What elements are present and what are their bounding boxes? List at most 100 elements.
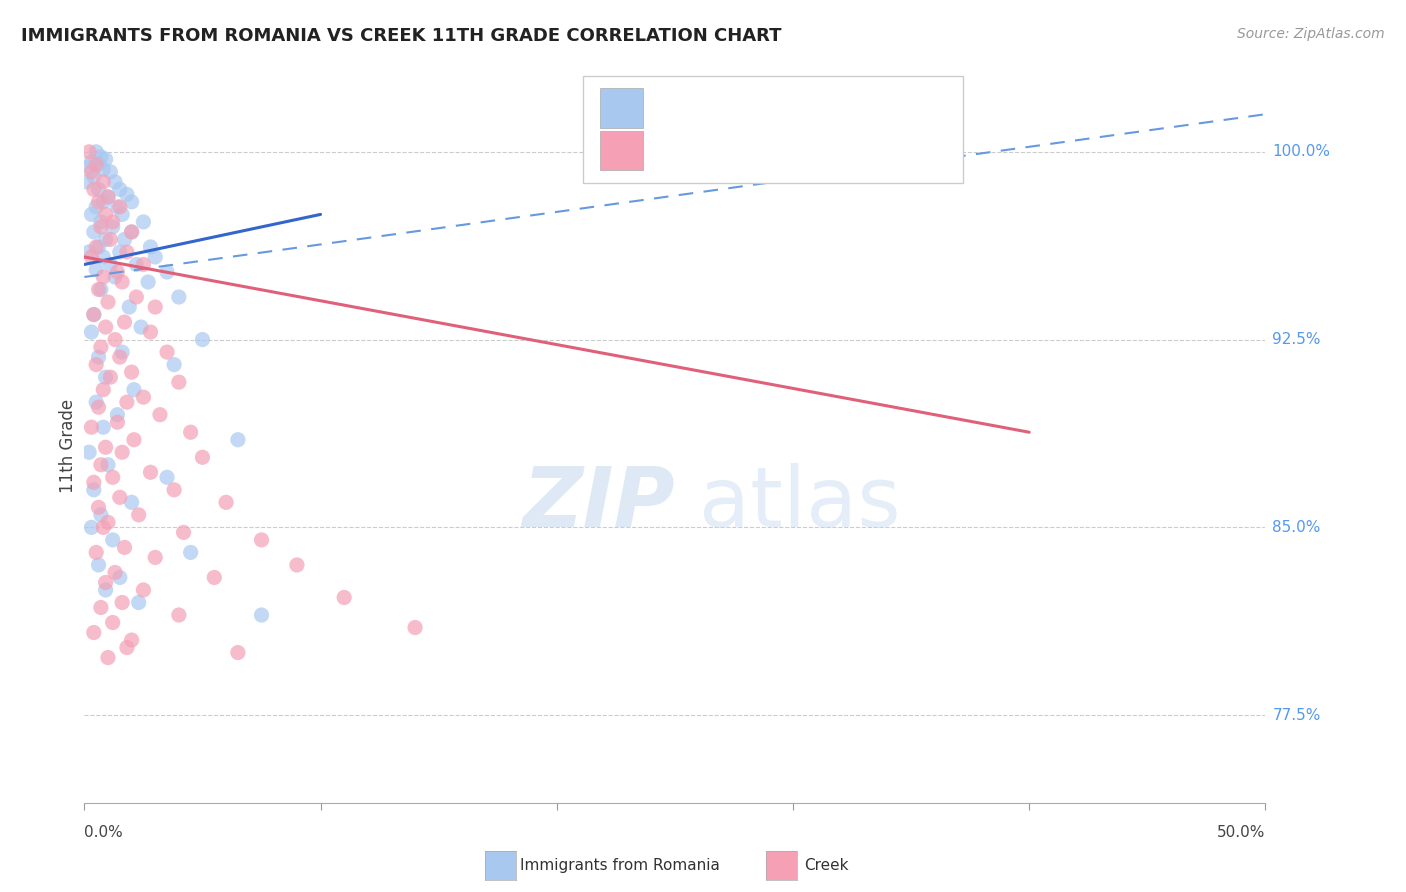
Point [250,533,273,547]
Point [87,157,110,171]
Point [87,194,110,209]
Point [90,600,112,615]
Point [91,383,114,397]
Point [104,333,127,347]
Point [94,207,117,221]
Point [143,550,166,565]
Point [94,370,117,384]
Point [156,345,179,359]
Y-axis label: 11th Grade: 11th Grade [59,399,77,493]
Point [90,508,112,522]
Point [94,575,117,590]
Point [83,182,105,196]
Point [101,533,124,547]
Point [97,190,120,204]
Point [84,200,107,214]
Point [84,395,107,409]
Point [101,215,124,229]
Point [118,300,141,314]
Point [87,558,110,572]
Point [91,194,114,209]
Point [90,219,112,234]
Point [97,190,120,204]
Point [77,445,100,459]
Point [84,358,107,372]
Point [87,182,110,196]
Point [97,650,120,665]
Text: atlas: atlas [699,463,900,543]
Point [107,265,129,279]
Point [80,520,103,534]
Point [111,207,134,221]
Point [90,458,112,472]
Point [167,290,190,304]
Text: Creek: Creek [804,858,849,872]
Point [80,207,103,221]
Point [333,591,356,605]
Point [115,395,138,409]
Point [87,283,110,297]
Point [121,194,143,209]
Point [98,232,121,246]
Point [125,290,148,304]
Point [104,270,127,285]
Point [115,187,138,202]
Point [108,570,131,584]
Point [80,420,103,434]
Point [114,232,136,246]
Point [114,541,136,555]
Text: 92.5%: 92.5% [1272,332,1320,347]
Point [180,425,202,440]
Point [121,495,143,509]
Text: 77.5%: 77.5% [1272,707,1320,723]
Point [107,200,129,214]
Point [136,275,159,289]
Point [121,225,143,239]
Point [97,295,120,310]
Point [83,308,105,322]
Point [108,350,131,364]
Point [111,345,134,359]
Point [91,420,114,434]
Point [94,153,117,167]
Point [122,383,145,397]
Point [108,244,131,259]
Point [143,300,166,314]
Point [94,232,117,246]
Text: 85.0%: 85.0% [1272,520,1320,535]
Point [104,566,127,580]
Point [84,545,107,559]
Point [98,165,121,179]
Point [111,445,134,459]
Point [83,625,105,640]
Point [111,595,134,609]
Text: 50.0%: 50.0% [1218,825,1265,840]
Point [101,615,124,630]
Point [87,400,110,414]
Point [80,325,103,339]
Point [115,640,138,655]
Point [167,375,190,389]
Point [91,175,114,189]
Point [128,508,150,522]
Point [108,491,131,505]
Point [91,270,114,285]
Point [215,495,238,509]
Point [94,440,117,454]
Point [156,470,179,484]
Point [250,607,273,622]
Point [83,225,105,239]
Point [97,516,120,530]
Point [226,433,249,447]
Point [132,582,155,597]
Point [139,325,162,339]
Point [404,621,426,635]
Point [94,582,117,597]
Point [104,175,127,189]
Point [129,320,152,334]
Point [226,646,249,660]
Text: Immigrants from Romania: Immigrants from Romania [520,858,720,872]
Point [115,244,138,259]
Point [101,219,124,234]
Point [149,408,172,422]
